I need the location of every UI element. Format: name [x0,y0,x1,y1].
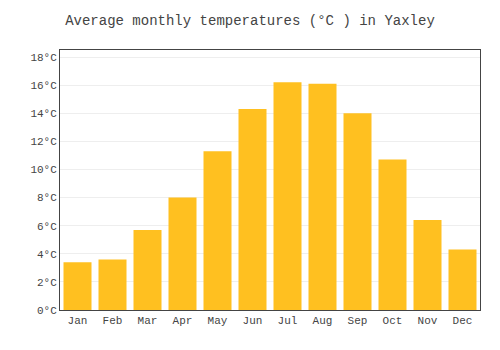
svg-text:8°C: 8°C [37,192,57,204]
svg-text:10°C: 10°C [30,164,57,176]
svg-text:Feb: Feb [103,315,123,327]
svg-text:2°C: 2°C [37,277,57,289]
svg-text:Oct: Oct [383,315,403,327]
svg-text:Jun: Jun [243,315,263,327]
svg-text:6°C: 6°C [37,221,57,233]
svg-text:Mar: Mar [138,315,158,327]
svg-text:Aug: Aug [313,315,333,327]
svg-text:Nov: Nov [418,315,438,327]
svg-text:18°C: 18°C [30,52,57,64]
svg-text:16°C: 16°C [30,80,57,92]
svg-text:Dec: Dec [453,315,473,327]
svg-text:Jul: Jul [278,315,298,327]
svg-text:14°C: 14°C [30,108,57,120]
svg-text:May: May [208,315,228,327]
svg-text:Average monthly temperatures (: Average monthly temperatures (°C ) in Ya… [65,13,435,29]
svg-text:4°C: 4°C [37,249,57,261]
svg-text:Sep: Sep [348,315,368,327]
svg-text:12°C: 12°C [30,136,57,148]
svg-text:Jan: Jan [68,315,88,327]
svg-text:Apr: Apr [173,315,193,327]
svg-text:0°C: 0°C [37,305,57,317]
